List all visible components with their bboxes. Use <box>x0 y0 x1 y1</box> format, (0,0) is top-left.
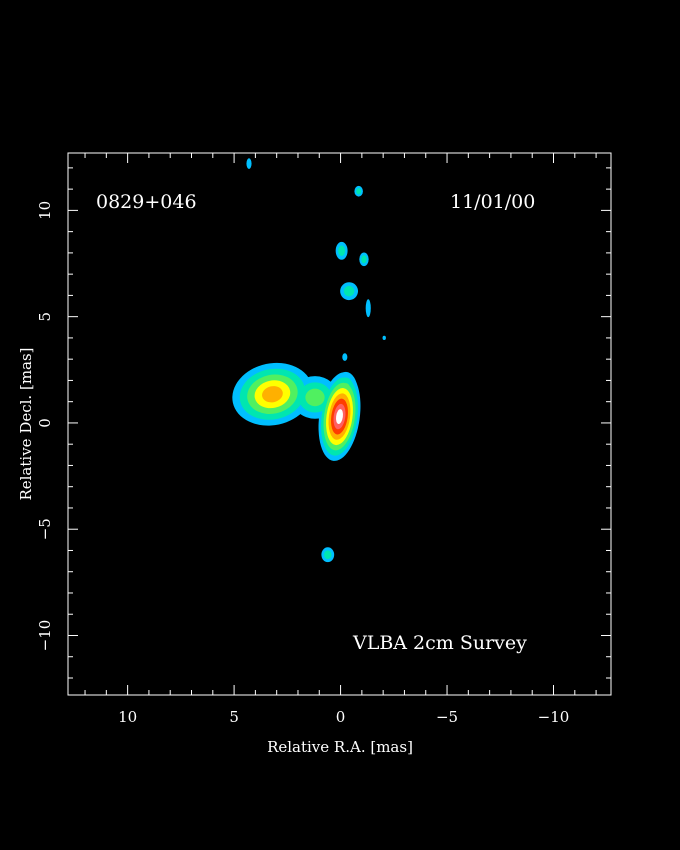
y-tick-label: 0 <box>36 418 54 428</box>
x-tick-label: 5 <box>229 708 239 726</box>
x-tick-label: 0 <box>336 708 346 726</box>
emission-component-9-level-0 <box>365 299 371 318</box>
plot-frame <box>67 152 612 696</box>
emission-component-4-level-0 <box>246 158 252 169</box>
object-label: 0829+046 <box>96 191 197 213</box>
emission-component-10-level-0 <box>382 335 386 341</box>
y-tick-label: −10 <box>36 620 54 652</box>
x-tick-label: −5 <box>436 708 458 726</box>
emission-component-2-level-7 <box>336 409 343 424</box>
emission-component-12-level-1 <box>324 550 332 560</box>
date-label: 11/01/00 <box>450 191 535 213</box>
x-tick-label: −10 <box>538 708 570 726</box>
y-tick-label: 10 <box>36 201 54 220</box>
emission-component-1-level-2 <box>305 388 325 407</box>
emission-component-8-level-1 <box>343 285 355 297</box>
y-axis-label: Relative Decl. [mas] <box>17 347 35 500</box>
plot-axes: 10 5 0 −5 −10 10 5 0 −5 −10 <box>36 153 611 726</box>
emission-component-0-level-4 <box>262 386 283 403</box>
y-tick-label: 5 <box>36 312 54 322</box>
emission-component-7-level-1 <box>361 255 367 264</box>
emission-component-6-level-1 <box>338 245 346 256</box>
emission-map <box>232 158 386 563</box>
survey-label: VLBA 2cm Survey <box>352 632 527 654</box>
x-axis-label: Relative R.A. [mas] <box>267 738 413 756</box>
emission-component-11-level-0 <box>342 353 348 361</box>
y-tick-label: −5 <box>36 518 54 540</box>
emission-component-5-level-1 <box>356 188 362 195</box>
x-tick-label: 10 <box>118 708 137 726</box>
